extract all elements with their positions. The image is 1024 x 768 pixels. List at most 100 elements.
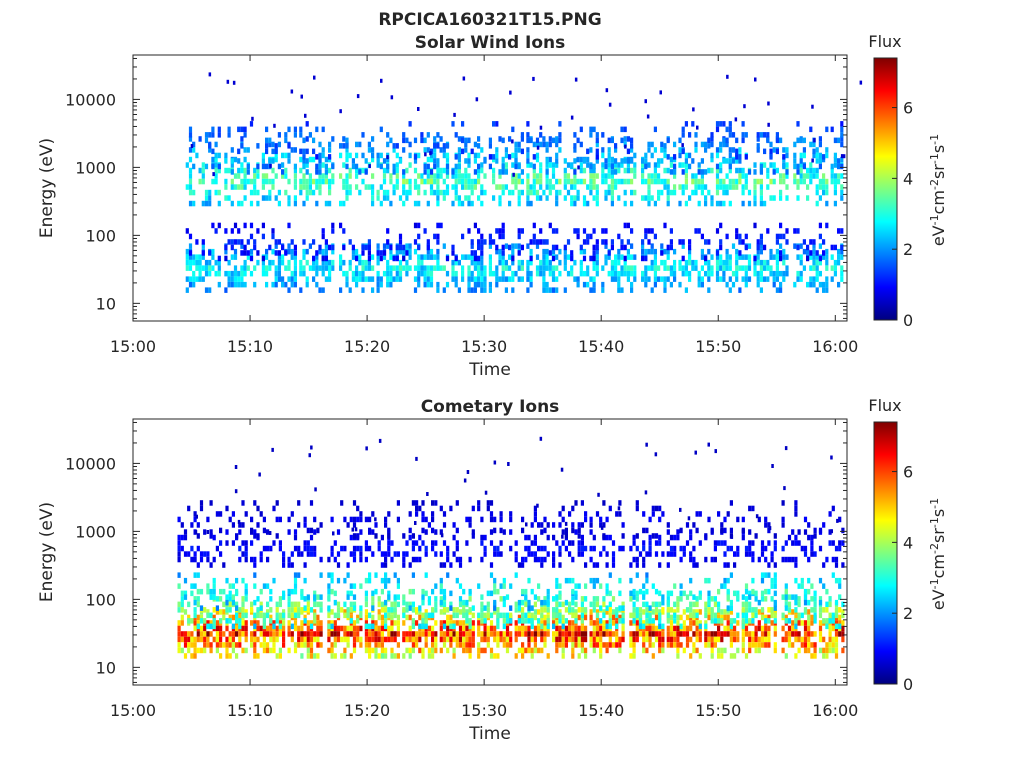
spectrogram-cell — [812, 254, 816, 260]
spectrogram-cell — [764, 516, 768, 523]
spectrogram-cell — [599, 516, 603, 523]
spectrogram-cell — [287, 625, 291, 632]
spectrogram-cell — [799, 276, 803, 282]
spectrogram-cell — [309, 534, 314, 541]
spectrogram-cell — [356, 631, 360, 637]
spectrogram-cell — [265, 173, 269, 179]
spectrogram-cell — [439, 189, 443, 196]
spectrogram-cell — [272, 631, 276, 637]
spectrogram-cell — [684, 178, 688, 185]
spectrogram-cell — [408, 184, 412, 190]
spectrogram-cell — [577, 636, 581, 643]
spectrogram-cell — [377, 653, 381, 659]
spectrogram-cell — [393, 612, 397, 619]
spectrogram-cell — [753, 162, 757, 168]
spectrogram-cell — [802, 152, 806, 159]
spectrogram-cell — [265, 126, 269, 133]
spectrogram-cell — [465, 647, 469, 654]
spectrogram-cell — [731, 281, 736, 288]
spectrogram-cell — [678, 265, 682, 271]
spectrogram-cell — [449, 614, 453, 621]
spectrogram-cell — [558, 601, 562, 608]
spectrogram-cell — [501, 189, 505, 196]
spectrogram-cell — [480, 233, 484, 240]
spectrogram-cell — [230, 281, 234, 288]
spectrogram-cell — [698, 609, 702, 615]
spectrogram-cell — [265, 195, 269, 201]
spectrogram-cell — [196, 596, 200, 602]
spectrogram-cell — [796, 121, 800, 127]
spectrogram-cell — [287, 248, 291, 255]
spectrogram-cell — [542, 136, 546, 142]
spectrogram-cell — [660, 250, 664, 256]
spectrogram-cell — [698, 594, 702, 600]
spectrogram-cell — [574, 529, 578, 535]
spectrogram-cell — [305, 148, 309, 155]
spectrogram-cell — [576, 178, 580, 185]
spectrogram-cell — [589, 233, 593, 240]
spectrogram-cell — [728, 126, 732, 133]
spectrogram-cell — [626, 136, 630, 142]
spectrogram-cell — [564, 533, 568, 539]
spectrogram-cell — [763, 244, 767, 251]
spectrogram-cell — [812, 167, 816, 174]
spectrogram-cell — [454, 132, 458, 138]
spectrogram-cell — [753, 259, 757, 266]
spectrogram-cell — [196, 588, 200, 595]
spectrogram-cell — [633, 265, 637, 271]
spectrogram-cell — [195, 152, 199, 159]
spectrogram-cell — [501, 228, 505, 234]
spectrogram-cell — [451, 270, 455, 277]
spectrogram-cell — [666, 551, 670, 557]
spectrogram-cell — [349, 618, 353, 624]
spectrogram-cell — [586, 200, 590, 207]
spectrogram-cell — [379, 200, 383, 207]
spectrogram-cell — [770, 556, 774, 563]
spectrogram-cell — [509, 90, 512, 95]
spectrogram-cell — [436, 167, 440, 174]
spectrogram-cell — [451, 200, 455, 207]
spectrogram-cell — [361, 244, 365, 251]
spectrogram-cell — [754, 77, 757, 82]
spectrogram-cell — [386, 156, 390, 163]
spectrogram-cell — [240, 281, 244, 288]
spectrogram-cell — [779, 270, 783, 277]
spectrogram-cell — [633, 162, 637, 168]
spectrogram-cell — [328, 141, 332, 148]
spectrogram-cell — [305, 248, 309, 255]
spectrogram-cell — [573, 143, 577, 149]
spectrogram-cell — [650, 248, 654, 255]
spectrogram-cell — [695, 511, 699, 517]
spectrogram-cell — [617, 506, 621, 511]
spectrogram-cell — [193, 556, 197, 563]
spectrogram-cell — [405, 167, 409, 174]
spectrogram-cell — [426, 281, 430, 288]
spectrogram-cell — [486, 625, 490, 632]
spectrogram-cell — [470, 189, 474, 196]
spectrogram-cell — [266, 631, 270, 637]
spectrogram-cell — [451, 250, 455, 256]
spectrogram-cell — [791, 625, 795, 632]
spectrogram-cell — [595, 248, 599, 255]
spectrogram-cell — [815, 254, 819, 260]
spectrogram-cell — [356, 533, 360, 539]
spectrogram-cell — [253, 533, 257, 539]
spectrogram-cell — [386, 189, 390, 196]
spectrogram-cell — [230, 169, 234, 175]
spectrogram-cell — [390, 636, 394, 643]
spectrogram-cell — [582, 239, 587, 245]
spectrogram-cell — [806, 184, 810, 190]
spectrogram-cell — [615, 631, 619, 637]
spectrogram-cell — [305, 184, 309, 190]
spectrogram-cell — [833, 259, 837, 266]
spectrogram-cell — [364, 596, 368, 602]
spectrogram-cell — [642, 540, 646, 546]
spectrogram-cell — [201, 243, 205, 249]
spectrogram-cell — [717, 631, 721, 637]
spectrogram-cell — [661, 551, 665, 557]
spectrogram-cell — [209, 500, 213, 506]
spectrogram-cell — [355, 265, 359, 271]
spectrogram-cell — [195, 276, 199, 282]
spectrogram-cell — [471, 631, 475, 637]
spectrogram-cell — [825, 178, 829, 185]
